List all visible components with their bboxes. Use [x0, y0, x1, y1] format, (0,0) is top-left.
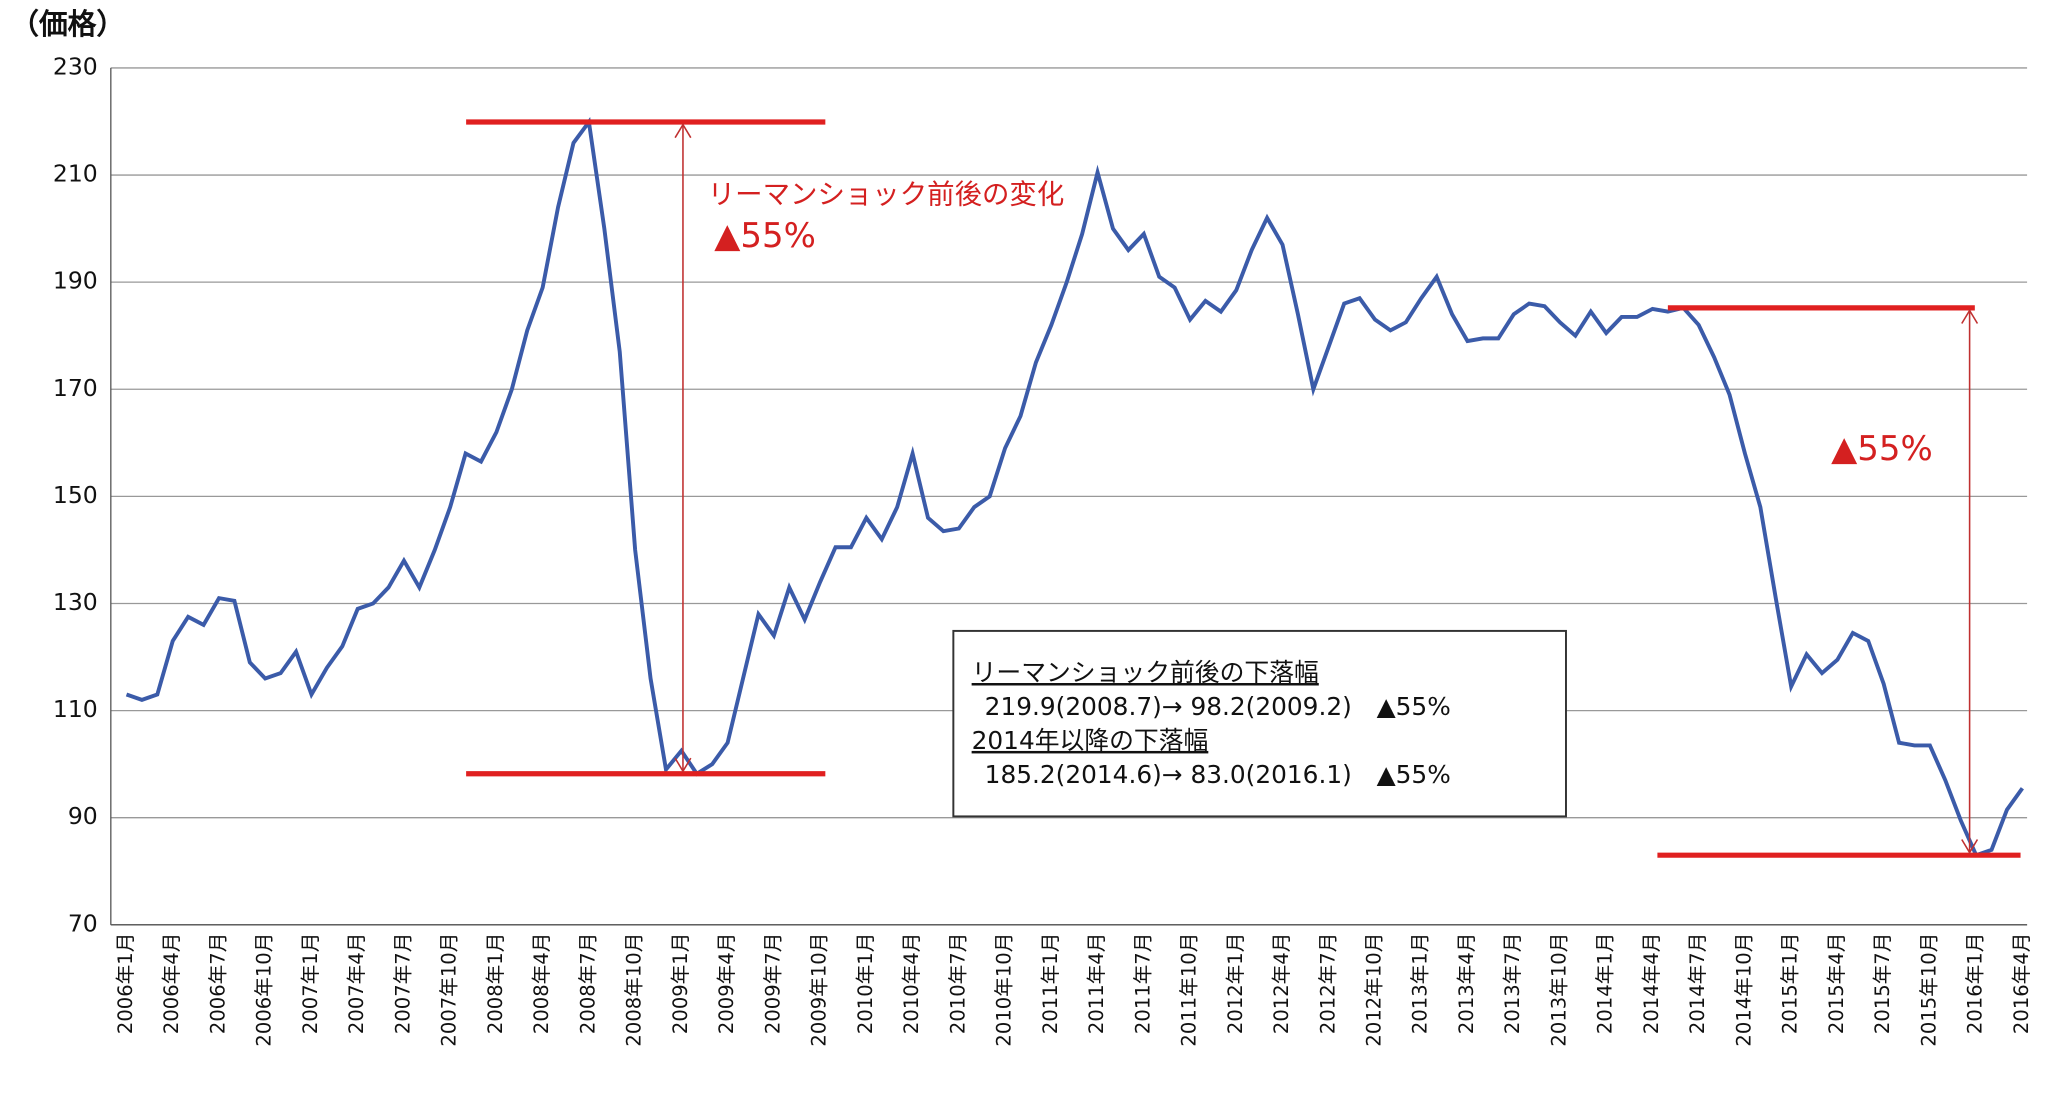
x-tick-label: 2010年7月	[946, 933, 969, 1034]
x-tick-label: 2013年4月	[1455, 933, 1478, 1034]
y-tick-label: 110	[53, 695, 98, 723]
x-tick-label: 2008年4月	[530, 933, 553, 1034]
x-tick-label: 2015年1月	[1779, 933, 1802, 1034]
y-tick-label: 130	[53, 588, 98, 616]
x-tick-label: 2009年4月	[715, 933, 738, 1034]
y-axis-label: （価格）	[10, 7, 125, 41]
x-tick-label: 2012年4月	[1270, 933, 1293, 1034]
box-line: 185.2(2014.6)→ 83.0(2016.1) ▲55%	[985, 760, 1451, 789]
x-tick-label: 2014年1月	[1594, 933, 1617, 1034]
x-tick-label: 2009年1月	[669, 933, 692, 1034]
x-tick-label: 2016年4月	[2010, 933, 2033, 1034]
arrow-head	[674, 123, 692, 773]
x-tick-label: 2015年10月	[1917, 933, 1940, 1047]
x-tick-label: 2010年4月	[900, 933, 923, 1034]
x-tick-label: 2013年1月	[1409, 933, 1432, 1034]
x-tick-label: 2010年10月	[993, 933, 1016, 1047]
x-tick-label: 2011年1月	[1039, 933, 1062, 1034]
annotation: リーマンショック前後の変化	[708, 179, 1065, 210]
x-tick-label: 2012年1月	[1224, 933, 1247, 1034]
info-box	[952, 629, 1567, 818]
y-tick-label: 70	[68, 909, 98, 937]
x-tick-label: 2013年7月	[1501, 933, 1524, 1034]
x-tick-label: 2011年4月	[1085, 933, 1108, 1034]
x-tick-label: 2007年1月	[299, 933, 322, 1034]
x-tick-label: 2013年10月	[1547, 933, 1570, 1047]
y-tick-label: 190	[53, 267, 98, 295]
box-heading: リーマンショック前後の下落幅	[972, 658, 1319, 687]
x-tick-label: 2014年10月	[1732, 933, 1755, 1047]
x-tick-label: 2006年1月	[114, 933, 137, 1034]
x-tick-label: 2009年10月	[808, 933, 831, 1047]
box-line: 219.9(2008.7)→ 98.2(2009.2) ▲55%	[985, 692, 1451, 721]
annotation: ▲55%	[1831, 429, 1933, 469]
x-tick-label: 2008年7月	[576, 933, 599, 1034]
data-line	[125, 117, 2024, 858]
x-tick-label: 2014年7月	[1686, 933, 1709, 1034]
x-tick-label: 2011年7月	[1131, 933, 1154, 1034]
x-tick-label: 2012年10月	[1363, 933, 1386, 1047]
x-tick-label: 2006年7月	[206, 933, 229, 1034]
x-tick-label: 2006年10月	[253, 933, 276, 1047]
x-tick-label: 2010年1月	[854, 933, 877, 1034]
y-tick-label: 150	[53, 481, 98, 509]
box-heading: 2014年以降の下落幅	[972, 726, 1209, 755]
annotation: ▲55%	[714, 216, 816, 256]
x-tick-label: 2012年7月	[1316, 933, 1339, 1034]
y-tick-label: 90	[68, 802, 98, 830]
x-tick-label: 2008年1月	[484, 933, 507, 1034]
arrow-head	[1961, 308, 1979, 855]
x-tick-label: 2006年4月	[160, 933, 183, 1034]
x-tick-label: 2015年4月	[1825, 933, 1848, 1034]
y-tick-label: 230	[53, 52, 98, 80]
x-tick-label: 2008年10月	[623, 933, 646, 1047]
y-tick-label: 210	[53, 160, 98, 188]
x-tick-label: 2007年7月	[391, 933, 414, 1034]
x-tick-label: 2007年4月	[345, 933, 368, 1034]
x-tick-label: 2011年10月	[1178, 933, 1201, 1047]
x-tick-label: 2015年7月	[1871, 933, 1894, 1034]
x-tick-label: 2016年1月	[1964, 933, 1987, 1034]
x-tick-label: 2014年4月	[1640, 933, 1663, 1034]
x-tick-label: 2009年7月	[761, 933, 784, 1034]
x-tick-label: 2007年10月	[438, 933, 461, 1047]
y-tick-label: 170	[53, 374, 98, 402]
